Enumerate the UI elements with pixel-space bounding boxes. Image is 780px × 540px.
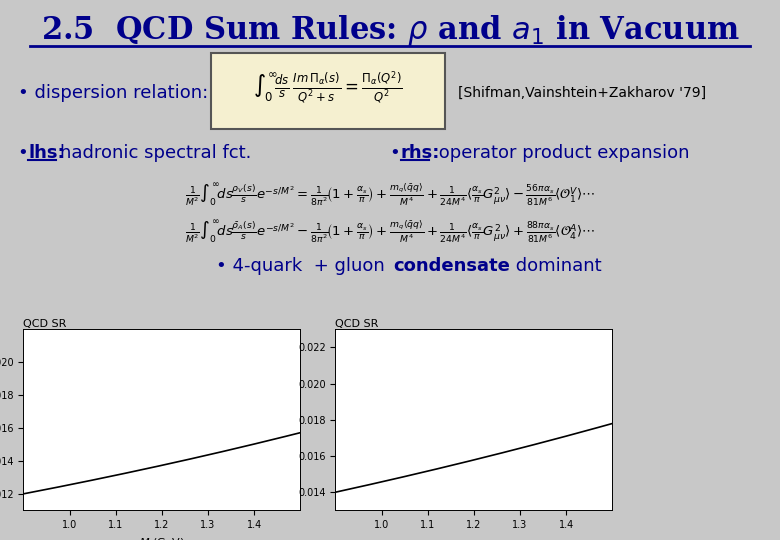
Text: $\int_0^{\infty}\!\frac{ds}{s}\,\frac{Im\,\Pi_\alpha(s)}{Q^2+s}=\frac{\Pi_\alpha: $\int_0^{\infty}\!\frac{ds}{s}\,\frac{Im…: [253, 70, 403, 106]
Text: lhs:: lhs:: [28, 144, 65, 162]
FancyBboxPatch shape: [211, 53, 445, 129]
X-axis label: $M$ (GeV): $M$ (GeV): [139, 536, 185, 540]
Text: [Shifman,Vainshtein+Zakharov '79]: [Shifman,Vainshtein+Zakharov '79]: [458, 86, 706, 100]
Text: operator product expansion: operator product expansion: [433, 144, 690, 162]
Text: condensate: condensate: [393, 257, 510, 275]
Text: rhs:: rhs:: [401, 144, 441, 162]
Text: •: •: [390, 144, 406, 162]
Text: • 4-quark  + gluon: • 4-quark + gluon: [215, 257, 390, 275]
Text: hadronic spectral fct.: hadronic spectral fct.: [60, 144, 251, 162]
Text: • dispersion relation:: • dispersion relation:: [18, 84, 208, 102]
Text: QCD SR: QCD SR: [335, 319, 379, 329]
Text: $\frac{1}{M^2}\int_0^{\infty}\!ds\frac{\rho_V(s)}{s}e^{-s/M^2} = \frac{1}{8\pi^2: $\frac{1}{M^2}\int_0^{\infty}\!ds\frac{\…: [185, 181, 595, 208]
Text: $\frac{1}{M^2}\int_0^{\infty}\!ds\frac{\bar{\rho}_A(s)}{s}e^{-s/M^2} - \frac{1}{: $\frac{1}{M^2}\int_0^{\infty}\!ds\frac{\…: [185, 219, 595, 246]
Text: QCD SR: QCD SR: [23, 319, 67, 329]
Text: •: •: [18, 144, 34, 162]
Text: dominant: dominant: [510, 257, 601, 275]
Text: 2.5  QCD Sum Rules: $\rho$ and $a_1$ in Vacuum: 2.5 QCD Sum Rules: $\rho$ and $a_1$ in V…: [41, 12, 739, 48]
